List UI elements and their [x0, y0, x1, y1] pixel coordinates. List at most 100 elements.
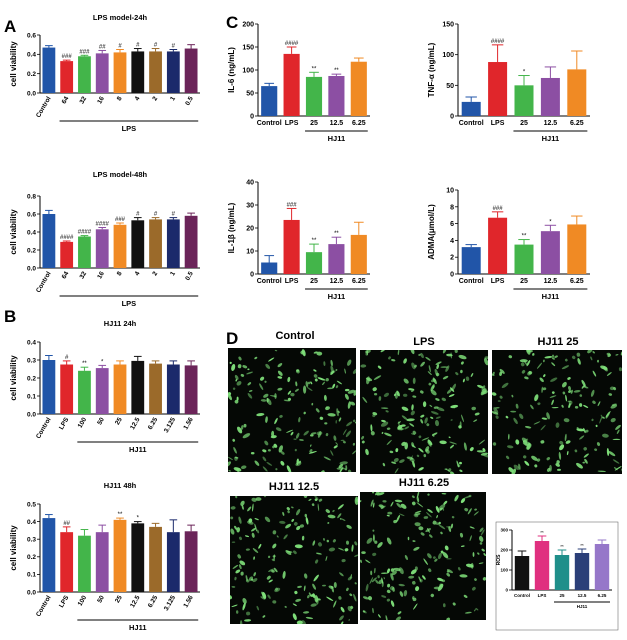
cell-spot — [354, 541, 358, 546]
cell-spot — [346, 587, 349, 592]
cell-spot — [333, 600, 337, 608]
bar-32 — [78, 236, 91, 268]
cell-spot — [423, 454, 427, 458]
cell-spot — [476, 450, 485, 453]
cell-spot — [231, 586, 236, 588]
cell-spot — [393, 567, 401, 572]
bar-100 — [78, 370, 91, 414]
cell-spot — [361, 440, 365, 444]
cell-spot — [457, 567, 461, 571]
cell-spot — [401, 406, 409, 411]
cell-spot — [310, 432, 317, 435]
cell-spot — [472, 552, 475, 557]
significance-mark: ### — [287, 202, 298, 208]
y-tick-label: 2 — [450, 255, 454, 262]
cell-spot — [259, 383, 264, 391]
cell-spot — [360, 364, 367, 368]
cell-spot — [337, 513, 342, 519]
cell-spot — [441, 397, 446, 402]
cell-spot — [290, 431, 294, 436]
bar-Control — [42, 360, 56, 414]
cell-spot — [413, 513, 419, 518]
cell-spot — [353, 389, 356, 396]
cell-spot — [597, 470, 606, 473]
x-tick-label: 0.5 — [184, 270, 195, 282]
cell-spot — [477, 552, 480, 555]
cell-spot — [373, 567, 376, 574]
significance-mark: ** — [118, 512, 123, 518]
cell-spot — [330, 585, 334, 588]
x-tick-label: 2 — [151, 95, 159, 102]
cell-spot — [583, 404, 589, 408]
significance-mark: # — [154, 212, 158, 218]
cell-spot — [256, 529, 260, 534]
cell-spot — [295, 509, 301, 516]
group-label: LPS — [122, 299, 137, 308]
y-tick-label: 0.0 — [27, 265, 36, 272]
cell-spot — [459, 532, 464, 538]
significance-mark: ** — [522, 234, 527, 240]
cell-spot — [592, 351, 595, 354]
cell-spot — [280, 451, 285, 455]
cell-spot — [472, 586, 476, 591]
cell-spot — [351, 544, 354, 552]
cell-spot — [551, 362, 556, 367]
cell-spot — [470, 373, 474, 377]
cell-spot — [246, 371, 254, 375]
cell-spot — [347, 359, 352, 366]
cell-spot — [362, 610, 366, 613]
x-tick-label: 3.125 — [163, 416, 177, 434]
cell-spot — [381, 407, 389, 409]
cell-spot — [255, 497, 262, 501]
cell-spot — [247, 506, 252, 512]
cell-spot — [420, 414, 425, 418]
cell-spot — [314, 595, 319, 603]
cell-spot — [418, 526, 424, 531]
cell-spot — [297, 585, 302, 588]
cell-spot — [236, 380, 242, 386]
cell-spot — [418, 353, 421, 356]
y-tick-label: 0 — [505, 588, 508, 593]
cell-spot — [581, 384, 586, 389]
cell-spot — [592, 370, 597, 377]
cell-spot — [474, 412, 480, 416]
cell-spot — [546, 412, 550, 420]
significance-mark: #### — [491, 39, 505, 45]
cell-spot — [551, 357, 555, 360]
cell-spot — [440, 550, 444, 554]
cell-spot — [344, 388, 350, 392]
group-label: HJ11 — [542, 292, 560, 301]
chart-title: HJ11 24h — [104, 319, 137, 328]
cell-spot — [394, 499, 403, 503]
cell-spot — [551, 406, 559, 409]
cell-spot — [577, 358, 581, 365]
cell-spot — [375, 579, 379, 584]
cell-spot — [298, 417, 301, 423]
cell-spot — [262, 456, 267, 462]
cell-spot — [412, 540, 416, 543]
significance-mark: * — [137, 516, 140, 522]
bar-LPS — [488, 217, 508, 274]
cell-spot — [519, 413, 524, 419]
cell-spot — [507, 445, 514, 449]
cell-spot — [304, 513, 308, 518]
cell-spot — [480, 388, 487, 396]
significance-mark: #### — [96, 222, 110, 228]
bar-8 — [113, 52, 127, 93]
bar-25 — [305, 252, 323, 274]
cell-spot — [294, 448, 297, 452]
cell-spot — [271, 569, 275, 573]
cell-spot — [311, 503, 315, 507]
cell-spot — [285, 550, 292, 555]
cell-spot — [330, 365, 334, 373]
cell-spot — [414, 522, 421, 527]
bar-Control — [42, 214, 56, 268]
bar-Control — [261, 86, 278, 116]
cell-spot — [232, 387, 236, 390]
cell-spot — [245, 579, 250, 583]
cell-spot — [307, 381, 311, 385]
cell-spot — [325, 378, 329, 382]
cell-spot — [524, 376, 529, 380]
cell-spot — [323, 394, 327, 401]
cell-spot — [298, 545, 301, 548]
